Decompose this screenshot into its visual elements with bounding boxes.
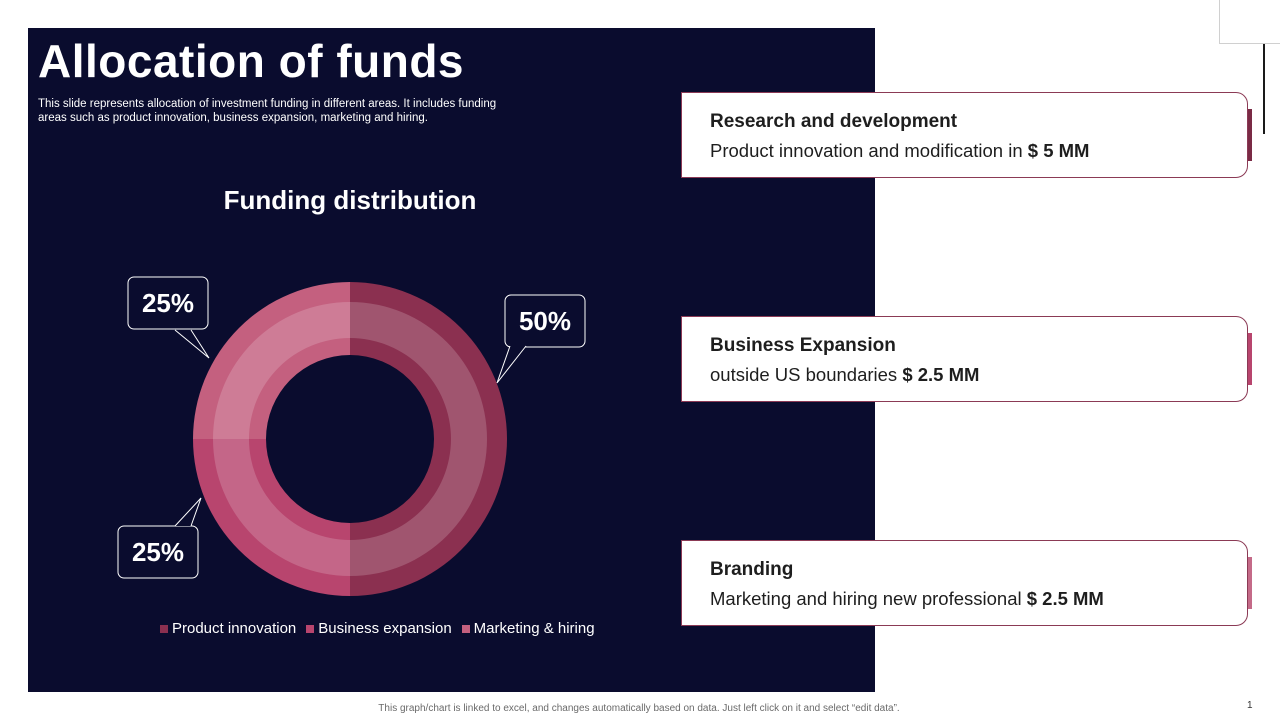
- card-heading: Business Expansion: [710, 335, 896, 356]
- card-text: Marketing and hiring new professional: [710, 588, 1027, 609]
- legend-item: Business expansion: [306, 620, 452, 637]
- legend-label: Product innovation: [172, 620, 297, 637]
- card-heading: Branding: [710, 559, 794, 580]
- card-branding: Branding Marketing and hiring new profes…: [681, 540, 1248, 626]
- corner-line: [1263, 44, 1265, 134]
- callout-box: [127, 276, 209, 330]
- data-label-2: 25%: [127, 276, 210, 359]
- corner-frame: [1219, 0, 1280, 44]
- card-body: Marketing and hiring new professional $ …: [710, 588, 1104, 610]
- callout-pointer: [174, 497, 202, 527]
- data-label-text: 25%: [142, 288, 194, 318]
- slide-title: Allocation of funds: [38, 35, 465, 87]
- card-heading: Research and development: [710, 111, 958, 132]
- card-amount: $ 2.5 MM: [902, 364, 980, 385]
- card-amount: $ 2.5 MM: [1026, 588, 1104, 609]
- data-label-text: 50%: [519, 306, 571, 336]
- donut-slice-1[interactable]: [193, 439, 350, 596]
- donut-slice-0[interactable]: [350, 282, 507, 596]
- data-label-1: 25%: [117, 497, 202, 579]
- page-number: 1: [1247, 700, 1253, 711]
- card-accent-tab: [1248, 557, 1252, 609]
- legend-label: Marketing & hiring: [473, 620, 595, 637]
- donut-slice-2[interactable]: [193, 282, 350, 439]
- callout-box: [504, 294, 586, 348]
- data-label-0: 50%: [496, 294, 586, 384]
- card-text: outside US boundaries: [710, 364, 903, 385]
- chart-title: Funding distribution: [223, 185, 477, 215]
- card-text: Product innovation and modification in: [710, 140, 1028, 161]
- footer-note: This graph/chart is linked to excel, and…: [378, 703, 900, 714]
- slide-subtitle: This slide represents allocation of inve…: [38, 98, 497, 124]
- donut-chart[interactable]: 50% 25% 25%: [28, 230, 648, 610]
- card-accent-tab: [1248, 333, 1252, 385]
- legend-swatch: [160, 624, 168, 633]
- callout-box: [117, 525, 199, 579]
- legend-swatch: [306, 624, 315, 633]
- chart-legend: Product innovation Business expansion Ma…: [160, 620, 595, 637]
- donut-band-2: [213, 302, 350, 439]
- callout-pointer: [496, 345, 527, 384]
- legend-item: Product innovation: [160, 620, 296, 637]
- donut-band-0: [350, 302, 487, 576]
- card-research: Research and development Product innovat…: [681, 92, 1248, 178]
- donut-band-1: [213, 439, 350, 576]
- legend-swatch: [461, 624, 470, 633]
- card-body: outside US boundaries $ 2.5 MM: [710, 364, 979, 386]
- card-business-expansion: Business Expansion outside US boundaries…: [681, 316, 1248, 402]
- legend-label: Business expansion: [318, 620, 452, 637]
- card-accent-tab: [1248, 109, 1252, 161]
- callout-pointer: [174, 329, 210, 359]
- card-body: Product innovation and modification in $…: [710, 140, 1089, 162]
- card-amount: $ 5 MM: [1027, 140, 1090, 161]
- legend-item: Marketing & hiring: [461, 620, 595, 637]
- data-label-text: 25%: [132, 537, 184, 567]
